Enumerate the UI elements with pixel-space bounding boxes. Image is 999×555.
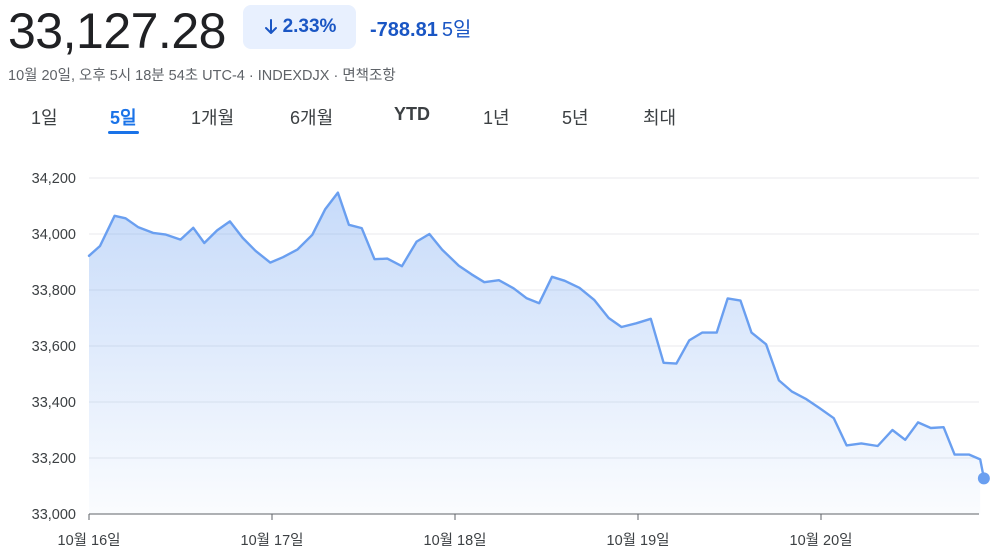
- tab-ytd[interactable]: YTD: [394, 104, 430, 124]
- quote-header: 33,127.28 2.33% -788.81 5일 10월 20일, 오후 5시…: [0, 0, 999, 100]
- arrow-down-icon: [264, 19, 277, 34]
- percent-change-value: 2.33%: [282, 16, 337, 37]
- tab-5y[interactable]: 5년: [562, 108, 589, 128]
- y-tick-label: 33,000: [32, 507, 76, 523]
- y-tick-label: 34,000: [32, 227, 76, 243]
- tab-max[interactable]: 최대: [643, 108, 677, 128]
- range-tabs: 1일 5일 1개월 6개월 YTD 1년 5년 최대: [0, 100, 999, 140]
- tab-1d[interactable]: 1일: [31, 108, 58, 128]
- x-tick-label: 10월 16일: [58, 532, 121, 549]
- x-tick-label: 10월 20일: [790, 532, 853, 549]
- price-line: [87, 191, 986, 480]
- tab-1m[interactable]: 1개월: [191, 108, 235, 128]
- x-tick-label: 10월 18일: [424, 532, 487, 549]
- area-fill: [89, 192, 981, 514]
- current-price: 33,127.28: [8, 3, 226, 59]
- y-tick-label: 33,800: [32, 283, 76, 299]
- x-tick-label: 10월 19일: [607, 532, 670, 549]
- tab-5d[interactable]: 5일: [108, 104, 139, 134]
- y-tick-label: 33,400: [32, 395, 76, 411]
- y-tick-label: 33,600: [32, 339, 76, 355]
- y-tick-label: 34,200: [32, 171, 76, 187]
- absolute-change-value: -788.81: [370, 19, 438, 41]
- tab-1y[interactable]: 1년: [483, 108, 510, 128]
- change-period-label: 5일: [441, 19, 472, 41]
- x-tick-label: 10월 17일: [241, 532, 304, 549]
- percent-change-badge: 2.33%: [243, 5, 356, 49]
- quote-meta-info: 10월 20일, 오후 5시 18분 54초 UTC-4 · INDEXDJX …: [8, 68, 396, 84]
- last-price-marker[interactable]: [977, 472, 990, 485]
- absolute-change: -788.81 5일: [370, 13, 471, 42]
- tab-6m[interactable]: 6개월: [290, 108, 334, 128]
- y-tick-label: 33,200: [32, 451, 76, 467]
